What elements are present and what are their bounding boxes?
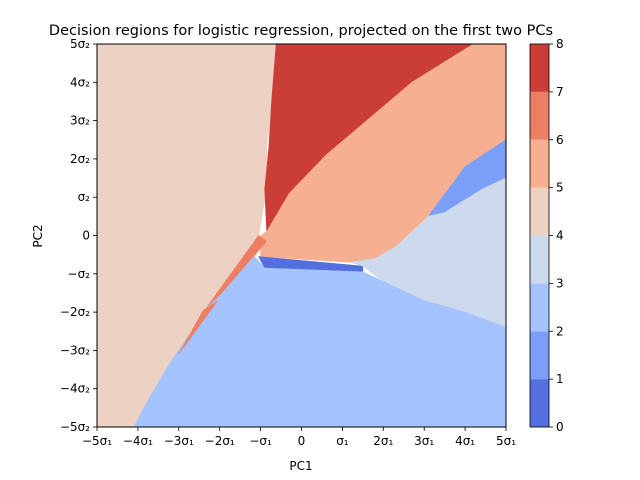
colorbar-segment bbox=[530, 283, 549, 332]
x-tick-label: σ₁ bbox=[336, 434, 349, 448]
colorbar: 0 1 2 3 4 5 6 7 8 bbox=[529, 37, 564, 434]
y-tick-label: σ₂ bbox=[78, 190, 91, 204]
y-tick-label: 4σ₂ bbox=[70, 75, 90, 89]
colorbar-tick-label: 1 bbox=[556, 372, 564, 386]
x-tick-label: 0 bbox=[298, 434, 306, 448]
y-axis-label: PC2 bbox=[31, 224, 45, 247]
decision-regions bbox=[96, 43, 507, 428]
x-tick-label: −2σ₁ bbox=[205, 434, 235, 448]
colorbar-tick-label: 6 bbox=[556, 133, 564, 147]
y-tick-label: −3σ₂ bbox=[60, 343, 90, 357]
x-tick-label: −3σ₁ bbox=[164, 434, 194, 448]
x-tick-label: −4σ₁ bbox=[123, 434, 153, 448]
y-tick-label: −2σ₂ bbox=[60, 305, 90, 319]
colorbar-segment bbox=[530, 379, 549, 427]
x-tick-label: 4σ₁ bbox=[455, 434, 475, 448]
colorbar-segment bbox=[530, 331, 549, 380]
y-tick-label: 0 bbox=[82, 229, 90, 243]
colorbar-tick-label: 0 bbox=[556, 420, 564, 434]
y-tick-label: −σ₂ bbox=[68, 267, 91, 281]
region-class-6 bbox=[178, 300, 218, 355]
colorbar-tick-label: 2 bbox=[556, 324, 564, 338]
colorbar-segment bbox=[530, 139, 549, 188]
y-tick-label: 3σ₂ bbox=[70, 114, 90, 128]
chart-title: Decision regions for logistic regression… bbox=[49, 23, 553, 39]
x-axis-label: PC1 bbox=[289, 459, 312, 473]
x-axis: −5σ₁ −4σ₁ −3σ₁ −2σ₁ −σ₁ 0 σ₁ 2σ₁ 3σ₁ 4σ₁ 5σ₁ bbox=[82, 427, 516, 448]
x-tick-label: −5σ₁ bbox=[82, 434, 112, 448]
colorbar-segment bbox=[530, 187, 549, 236]
y-axis: −5σ₂ −4σ₂ −3σ₂ −2σ₂ −σ₂ 0 σ₂ 2σ₂ 3σ₂ 4σ₂ 5σ₂ bbox=[60, 37, 97, 434]
x-tick-label: 2σ₁ bbox=[373, 434, 393, 448]
colorbar-tick-label: 4 bbox=[556, 229, 564, 243]
y-tick-label: −4σ₂ bbox=[60, 382, 90, 396]
x-tick-label: 5σ₁ bbox=[496, 434, 516, 448]
y-tick-label: 5σ₂ bbox=[70, 37, 90, 51]
y-tick-label: 2σ₂ bbox=[70, 152, 90, 166]
x-tick-label: 3σ₁ bbox=[414, 434, 434, 448]
x-tick-label: −σ₁ bbox=[249, 434, 272, 448]
colorbar-tick-label: 7 bbox=[556, 85, 564, 99]
colorbar-tick-label: 8 bbox=[556, 37, 564, 51]
region-class-6 bbox=[207, 235, 268, 307]
y-tick-label: −5σ₂ bbox=[60, 420, 90, 434]
colorbar-tick-label: 3 bbox=[556, 276, 564, 290]
colorbar-segment bbox=[530, 91, 549, 140]
colorbar-segment bbox=[530, 235, 549, 284]
colorbar-tick-label: 5 bbox=[556, 181, 564, 195]
colorbar-segment bbox=[530, 44, 549, 92]
